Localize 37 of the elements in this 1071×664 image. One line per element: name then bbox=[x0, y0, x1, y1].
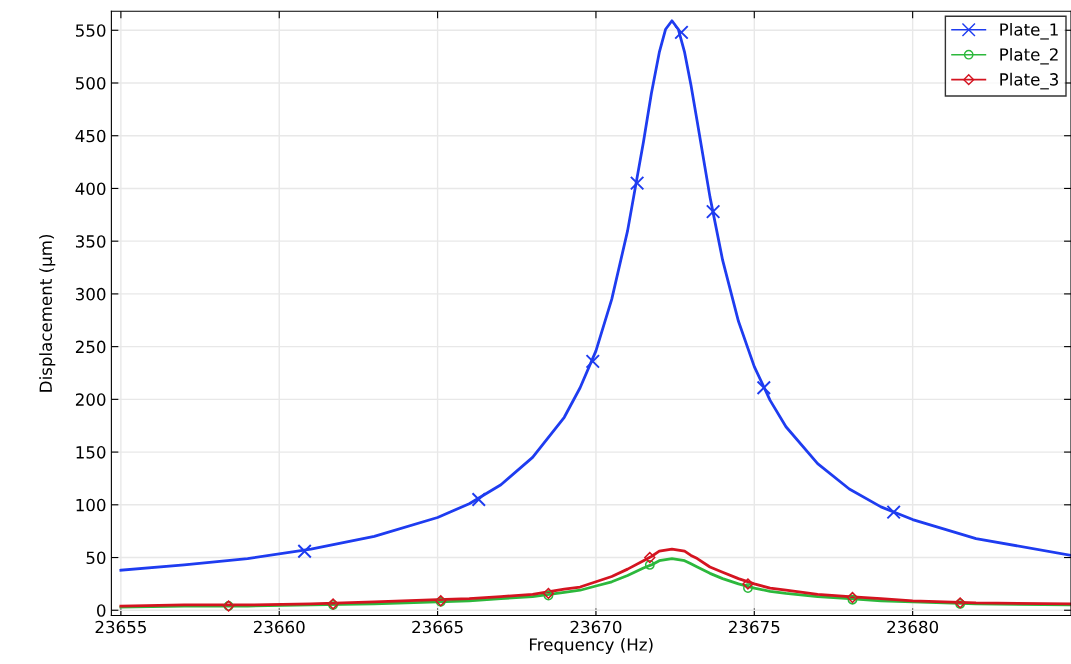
x-tick-label: 23660 bbox=[253, 620, 305, 634]
y-tick-label: 50 bbox=[86, 551, 106, 565]
y-tick-label: 200 bbox=[75, 393, 106, 406]
x-tick-label: 23670 bbox=[570, 620, 622, 634]
legend-label: Plate_1 bbox=[1000, 22, 1058, 40]
y-tick-label: 350 bbox=[75, 235, 106, 248]
legend-label: Plate_3 bbox=[1000, 72, 1058, 90]
point bbox=[705, 204, 721, 219]
y-tick-label: 250 bbox=[75, 340, 106, 354]
point bbox=[644, 551, 656, 564]
point bbox=[743, 583, 753, 594]
point bbox=[297, 543, 312, 559]
point bbox=[629, 175, 645, 191]
point bbox=[886, 504, 901, 520]
x-tick-label: 23665 bbox=[412, 620, 463, 634]
point bbox=[471, 492, 486, 507]
x-axis-title: Frequency (Hz) bbox=[529, 637, 653, 655]
x-tick-label: 23655 bbox=[95, 620, 146, 634]
y-tick-label: 450 bbox=[75, 129, 106, 143]
point bbox=[674, 25, 689, 40]
y-tick-label: 150 bbox=[76, 446, 106, 459]
y-tick-label: 100 bbox=[76, 498, 106, 512]
point bbox=[644, 559, 655, 570]
x-tick-label: 23675 bbox=[729, 620, 780, 634]
y-tick-label: 300 bbox=[75, 287, 106, 301]
y-tick-label: 0 bbox=[97, 604, 106, 617]
x-tick-label: 23680 bbox=[887, 620, 939, 634]
y-tick-label: 400 bbox=[75, 182, 106, 196]
y-axis-title: Displacement (µm) bbox=[39, 234, 56, 392]
point bbox=[585, 354, 600, 369]
line-series bbox=[119, 19, 1071, 572]
line-series bbox=[119, 547, 1071, 608]
y-tick-label: 550 bbox=[76, 24, 106, 37]
y-tick-label: 500 bbox=[76, 76, 106, 90]
point bbox=[756, 380, 772, 395]
legend-label: Plate_2 bbox=[1000, 47, 1058, 65]
point bbox=[742, 578, 754, 590]
